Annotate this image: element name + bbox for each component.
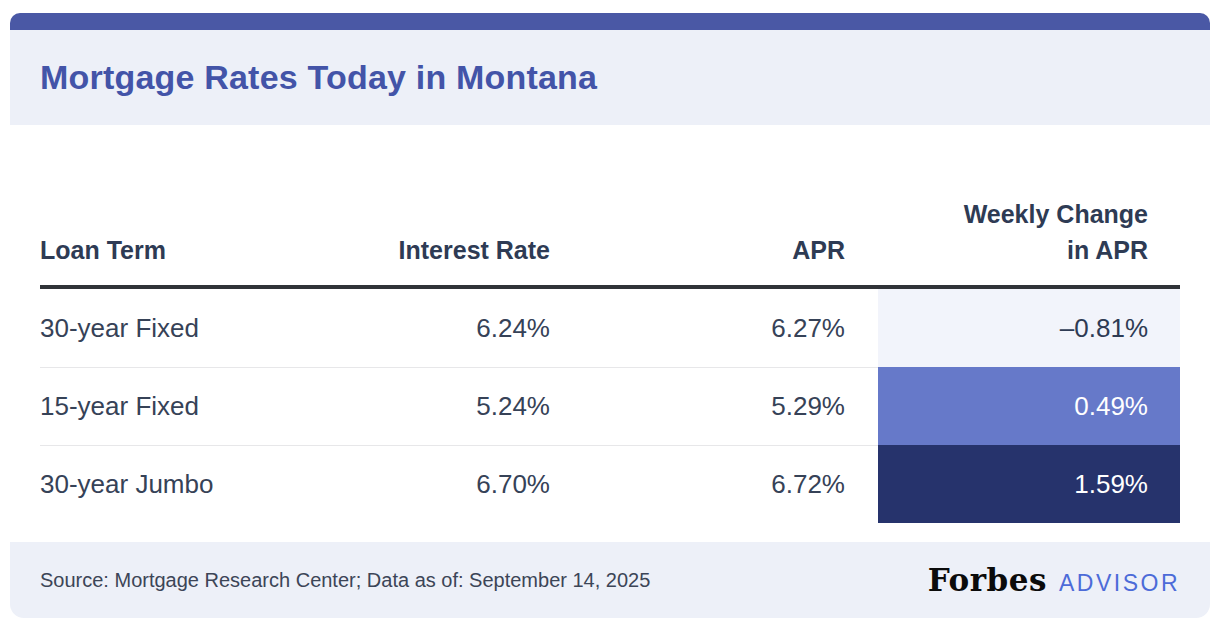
- table-header-row: Loan Term Interest Rate APR Weekly Chang…: [40, 190, 1180, 285]
- column-header-loan-term: Loan Term: [40, 232, 340, 268]
- accent-top-bar: [10, 13, 1210, 30]
- table-row: 30-year Fixed 6.24% 6.27% –0.81%: [40, 289, 1180, 367]
- interest-rate-cell: 5.24%: [340, 391, 550, 422]
- apr-cell: 6.72%: [550, 469, 878, 500]
- forbes-wordmark: Forbes: [928, 562, 1047, 598]
- table-row: 30-year Jumbo 6.70% 6.72% 1.59%: [40, 445, 1180, 523]
- loan-term-cell: 30-year Fixed: [40, 313, 340, 344]
- table-row: 15-year Fixed 5.24% 5.29% 0.49%: [40, 367, 1180, 445]
- advisor-wordmark: ADVISOR: [1059, 570, 1180, 597]
- interest-rate-cell: 6.24%: [340, 313, 550, 344]
- loan-term-cell: 30-year Jumbo: [40, 469, 340, 500]
- weekly-change-cell: 0.49%: [878, 367, 1180, 445]
- loan-term-cell: 15-year Fixed: [40, 391, 340, 422]
- apr-cell: 5.29%: [550, 391, 878, 422]
- table-body: 30-year Fixed 6.24% 6.27% –0.81% 15-year…: [40, 285, 1180, 523]
- footer-band: Source: Mortgage Research Center; Data a…: [10, 542, 1210, 618]
- column-header-interest-rate: Interest Rate: [340, 232, 550, 268]
- apr-cell: 6.27%: [550, 313, 878, 344]
- column-header-apr: APR: [550, 232, 878, 268]
- weekly-change-line1: Weekly Change: [964, 200, 1148, 228]
- forbes-advisor-logo: Forbes ADVISOR: [928, 562, 1180, 598]
- header-band: Mortgage Rates Today in Montana: [10, 30, 1210, 125]
- rates-card: Mortgage Rates Today in Montana Loan Ter…: [10, 13, 1210, 618]
- source-attribution: Source: Mortgage Research Center; Data a…: [40, 569, 650, 592]
- page-title: Mortgage Rates Today in Montana: [40, 58, 597, 97]
- interest-rate-cell: 6.70%: [340, 469, 550, 500]
- weekly-change-line2: in APR: [1067, 236, 1148, 264]
- rates-table: Loan Term Interest Rate APR Weekly Chang…: [40, 190, 1180, 523]
- column-header-weekly-change: Weekly Change in APR: [878, 196, 1180, 269]
- weekly-change-cell: –0.81%: [878, 289, 1180, 367]
- weekly-change-cell: 1.59%: [878, 445, 1180, 523]
